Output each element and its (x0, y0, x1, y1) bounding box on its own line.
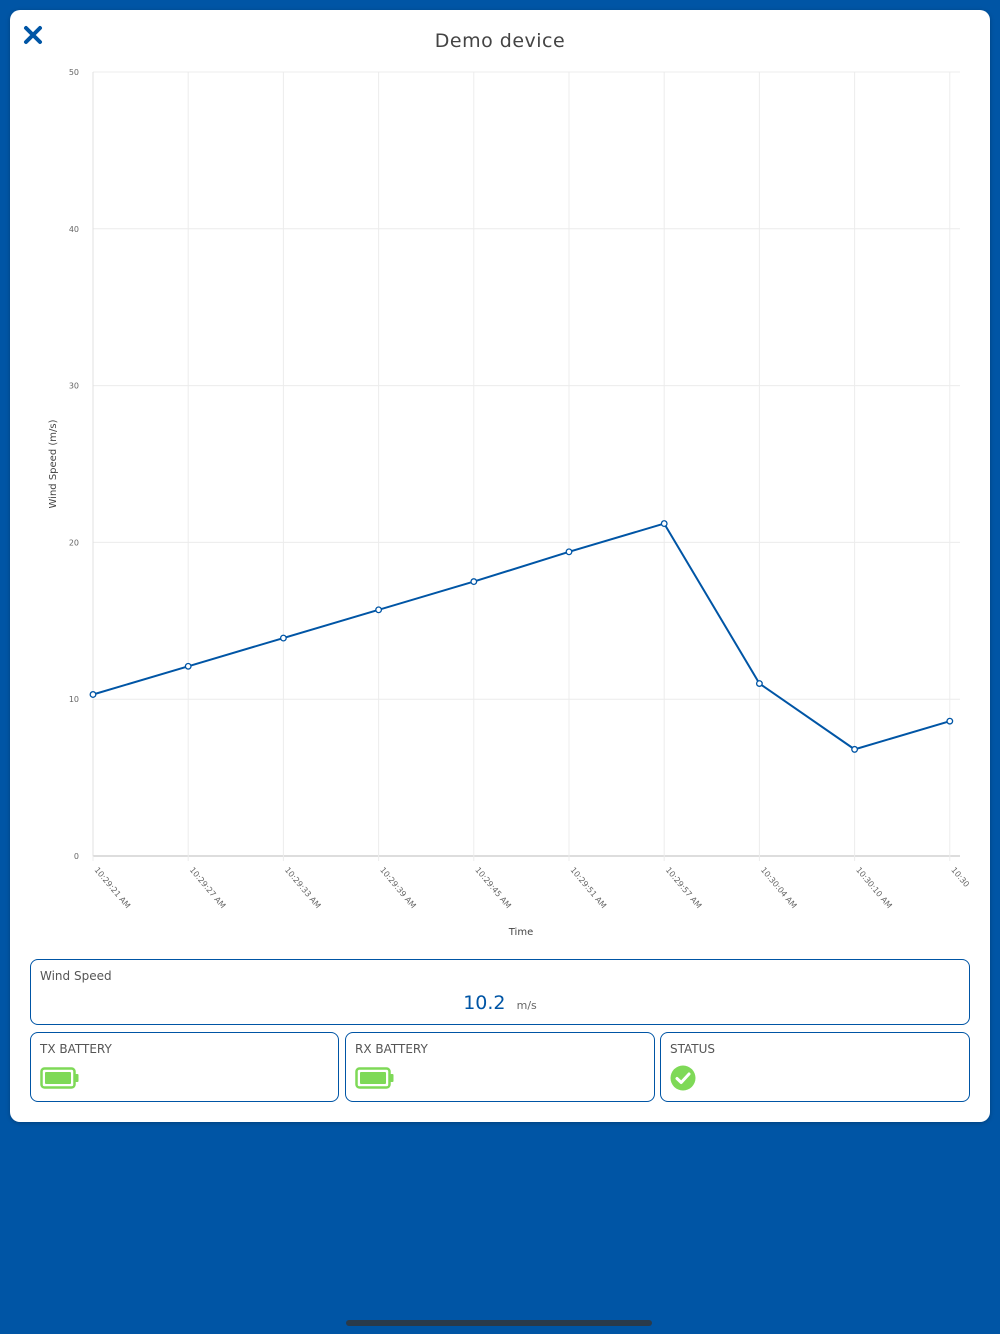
y-tick-label: 40 (69, 225, 79, 234)
y-tick-label: 10 (69, 695, 79, 704)
tx-battery-panel: TX BATTERY (30, 1032, 339, 1102)
x-tick-label: 10:29:33 AM (283, 866, 323, 911)
x-tick-label: 10:30:04 AM (759, 866, 799, 911)
y-tick-label: 20 (69, 538, 79, 547)
x-tick-label: 10:29:45 AM (473, 866, 513, 911)
data-point[interactable] (184, 662, 192, 670)
status-label: STATUS (670, 1042, 716, 1056)
chart-series (89, 520, 954, 753)
x-axis-label: Time (508, 927, 533, 938)
wind-speed-value: 10.2 (463, 992, 506, 1014)
x-tick-label: 10:29:27 AM (188, 866, 228, 911)
wind-speed-readout: 10.2 m/s (31, 992, 969, 1014)
device-card: Demo device 0 10 20 30 40 50 10:29:21 AM 10:29:… (10, 10, 990, 1122)
data-point[interactable] (89, 691, 97, 698)
status-panel: STATUS (660, 1032, 970, 1102)
wind-speed-unit: m/s (516, 999, 537, 1012)
x-tick-label: 10:29:21 AM (92, 866, 132, 911)
home-indicator[interactable] (346, 1320, 652, 1326)
chart-grid (92, 71, 960, 861)
data-point[interactable] (946, 717, 954, 725)
check-circle-icon (670, 1065, 696, 1091)
rx-battery-label: RX BATTERY (355, 1042, 428, 1056)
close-icon[interactable] (22, 24, 44, 46)
x-tick-label: 10:30 (949, 866, 971, 889)
battery-full-icon (355, 1067, 394, 1089)
data-point[interactable] (851, 745, 859, 753)
x-tick-label: 10:29:39 AM (378, 866, 418, 911)
chart-axes: 0 10 20 30 40 50 10:29:21 AM 10:29:27 AM 10:29:3… (69, 68, 971, 910)
data-point[interactable] (279, 634, 287, 642)
y-tick-label: 0 (74, 852, 79, 861)
battery-full-icon (40, 1067, 79, 1089)
y-axis-label: Wind Speed (m/s) (48, 419, 59, 508)
y-tick-label: 50 (69, 68, 79, 77)
wind-speed-panel: Wind Speed 10.2 m/s (30, 959, 970, 1025)
rx-battery-panel: RX BATTERY (345, 1032, 655, 1102)
x-tick-label: 10:29:51 AM (568, 866, 608, 911)
wind-speed-label: Wind Speed (40, 969, 112, 983)
wind-speed-chart: 0 10 20 30 40 50 10:29:21 AM 10:29:27 AM 10:29:3… (48, 68, 971, 938)
data-point[interactable] (755, 680, 763, 687)
data-point[interactable] (470, 578, 478, 586)
data-point[interactable] (660, 520, 668, 528)
x-tick-label: 10:29:57 AM (664, 866, 704, 911)
tx-battery-label: TX BATTERY (40, 1042, 112, 1056)
y-tick-label: 30 (69, 382, 79, 391)
series-line (92, 522, 951, 751)
data-point[interactable] (375, 606, 383, 614)
close-button[interactable] (22, 24, 44, 46)
page-title: Demo device (434, 30, 566, 52)
x-tick-label: 10:30:10 AM (854, 866, 894, 911)
data-point[interactable] (565, 548, 573, 556)
